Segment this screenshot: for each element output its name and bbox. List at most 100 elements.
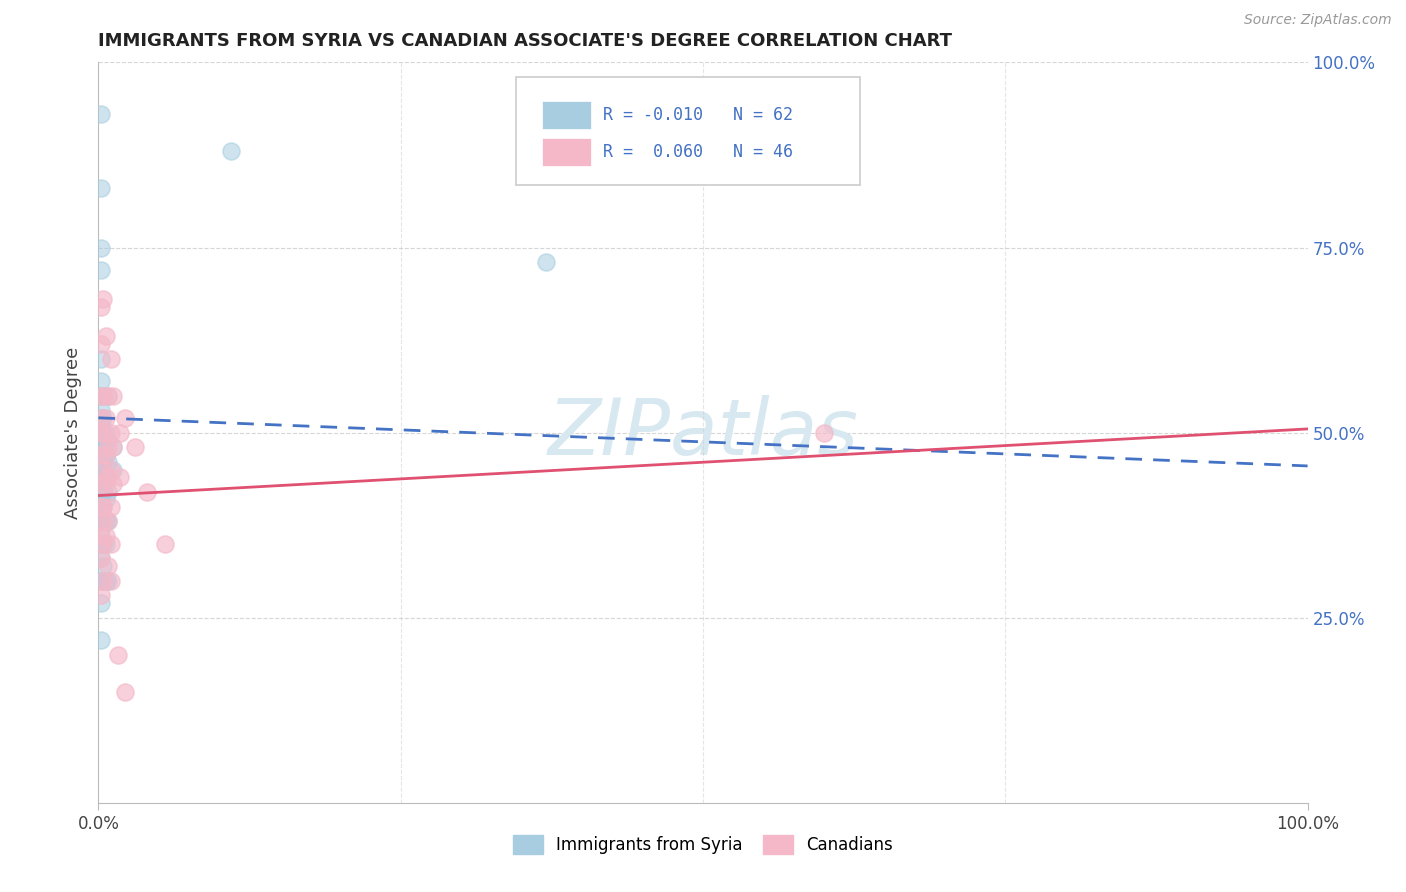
Point [94, 425, 117, 440]
Point [90, 388, 112, 402]
Point [91, 293, 114, 307]
Point [114, 685, 136, 699]
Point [94, 448, 117, 462]
Point [100, 536, 122, 550]
Point [91, 455, 114, 469]
Point [153, 536, 176, 550]
Point [91, 536, 114, 550]
Point [221, 145, 243, 159]
Point [90, 455, 112, 469]
Point [90, 410, 112, 425]
Point [90, 444, 112, 458]
Point [100, 500, 122, 514]
Point [534, 255, 557, 269]
Point [97, 515, 120, 529]
Point [100, 425, 122, 440]
Y-axis label: Associate's Degree: Associate's Degree [65, 346, 83, 519]
Point [97, 574, 120, 588]
Point [97, 388, 120, 402]
Point [90, 448, 112, 462]
Point [91, 462, 114, 476]
Point [90, 462, 112, 476]
Point [91, 515, 114, 529]
Point [97, 470, 120, 484]
Point [101, 441, 124, 455]
Point [97, 455, 120, 469]
Point [100, 351, 122, 366]
Point [90, 107, 112, 121]
Point [97, 433, 120, 447]
Text: Source: ZipAtlas.com: Source: ZipAtlas.com [1244, 13, 1392, 28]
Point [90, 403, 112, 417]
Point [97, 441, 120, 455]
FancyBboxPatch shape [543, 138, 591, 166]
Point [91, 500, 114, 514]
Point [90, 429, 112, 443]
Point [94, 492, 117, 507]
Point [94, 470, 117, 484]
Point [101, 441, 124, 455]
Point [101, 462, 124, 476]
Point [90, 418, 112, 433]
Point [91, 536, 114, 550]
Point [90, 484, 112, 499]
Point [91, 388, 114, 402]
Point [90, 458, 112, 473]
Point [90, 374, 112, 388]
Point [90, 536, 112, 550]
Point [90, 589, 112, 603]
Point [124, 441, 146, 455]
Point [97, 388, 120, 402]
Point [90, 551, 112, 566]
Text: ZIPatlas: ZIPatlas [547, 394, 859, 471]
Point [91, 388, 114, 402]
Point [90, 448, 112, 462]
Text: IMMIGRANTS FROM SYRIA VS CANADIAN ASSOCIATE'S DEGREE CORRELATION CHART: IMMIGRANTS FROM SYRIA VS CANADIAN ASSOCI… [98, 32, 952, 50]
Point [90, 529, 112, 543]
Point [90, 388, 112, 402]
Legend: Immigrants from Syria, Canadians: Immigrants from Syria, Canadians [506, 829, 900, 861]
Point [94, 329, 117, 343]
Point [91, 470, 114, 484]
Point [547, 107, 569, 121]
Point [90, 181, 112, 195]
FancyBboxPatch shape [543, 101, 591, 129]
Point [90, 351, 112, 366]
Point [91, 515, 114, 529]
Point [90, 470, 112, 484]
Point [114, 410, 136, 425]
Point [91, 500, 114, 514]
Point [90, 441, 112, 455]
Point [94, 529, 117, 543]
Text: R = -0.010   N = 62: R = -0.010 N = 62 [603, 106, 793, 124]
Point [90, 425, 112, 440]
Point [107, 648, 129, 662]
Point [101, 388, 124, 402]
Point [91, 425, 114, 440]
Point [108, 470, 131, 484]
Point [90, 500, 112, 514]
Point [91, 410, 114, 425]
Point [135, 484, 157, 499]
Point [90, 574, 112, 588]
Point [94, 515, 117, 529]
Point [91, 441, 114, 455]
Point [90, 632, 112, 647]
Text: R =  0.060   N = 46: R = 0.060 N = 46 [603, 143, 793, 161]
Point [94, 574, 117, 588]
Point [100, 574, 122, 588]
Point [108, 425, 131, 440]
Point [91, 425, 114, 440]
Point [90, 551, 112, 566]
Point [90, 477, 112, 491]
Point [90, 336, 112, 351]
Point [90, 240, 112, 255]
Point [94, 448, 117, 462]
Point [97, 558, 120, 573]
Point [97, 515, 120, 529]
Point [90, 522, 112, 536]
Point [90, 436, 112, 450]
Point [90, 596, 112, 610]
Point [90, 410, 112, 425]
FancyBboxPatch shape [516, 78, 860, 185]
